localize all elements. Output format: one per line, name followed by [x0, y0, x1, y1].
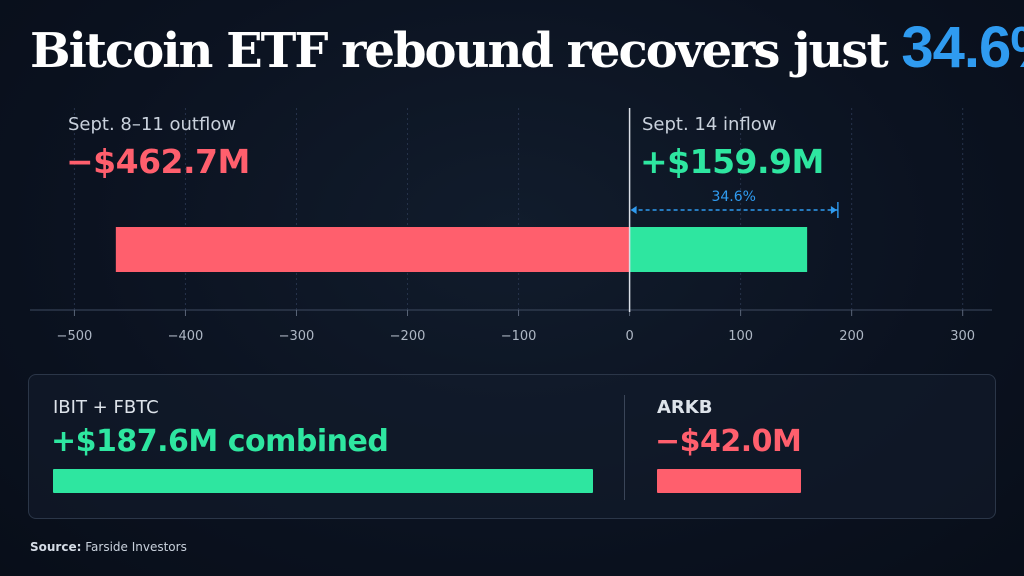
x-tick-label-6: 100 [728, 329, 753, 344]
x-tick-label-3: −200 [390, 329, 426, 344]
inflow-label: Sept. 14 inflow [642, 114, 777, 135]
headline-accent: 34.6% [901, 15, 1024, 80]
headline-text: Bitcoin ETF rebound recovers just [30, 23, 889, 79]
panel-divider [624, 395, 625, 500]
ibit-fbtc-value: +$187.6M combined [51, 424, 389, 459]
x-tick-label-0: −500 [57, 329, 93, 344]
annotation-arrow-left [630, 206, 637, 214]
outflow-label: Sept. 8–11 outflow [68, 114, 237, 135]
source-label: Source: [30, 540, 82, 554]
bar-inflow [629, 227, 808, 272]
x-tick-label-8: 300 [950, 329, 975, 344]
arkb-value: −$42.0M [655, 424, 802, 459]
annotation-label: 34.6% [711, 189, 755, 205]
x-tick-label-5: 0 [625, 329, 633, 344]
arkb-label: ARKB [657, 397, 713, 418]
bar-chart: −500 −400 −300 −200 −100 0 100 200 300 34.6% [30, 108, 992, 344]
bar-outflow [115, 227, 630, 272]
annotation-arrow-right [830, 206, 837, 214]
source: Source: Farside Investors [30, 540, 187, 554]
source-text: Farside Investors [85, 540, 187, 554]
x-tick-label-4: −100 [501, 329, 537, 344]
headline: Bitcoin ETF rebound recovers just 34.6% [30, 12, 1024, 87]
x-tick-label-2: −300 [279, 329, 315, 344]
breakdown-panel: IBIT + FBTC +$187.6M combined ARKB −$42.… [28, 374, 996, 519]
ibit-fbtc-bar [53, 469, 593, 493]
x-tick-label-1: −400 [168, 329, 204, 344]
ibit-fbtc-label: IBIT + FBTC [53, 397, 159, 418]
outflow-value: −$462.7M [66, 142, 250, 181]
arkb-bar [657, 469, 801, 493]
inflow-value: +$159.9M [640, 142, 824, 181]
x-tick-label-7: 200 [839, 329, 864, 344]
